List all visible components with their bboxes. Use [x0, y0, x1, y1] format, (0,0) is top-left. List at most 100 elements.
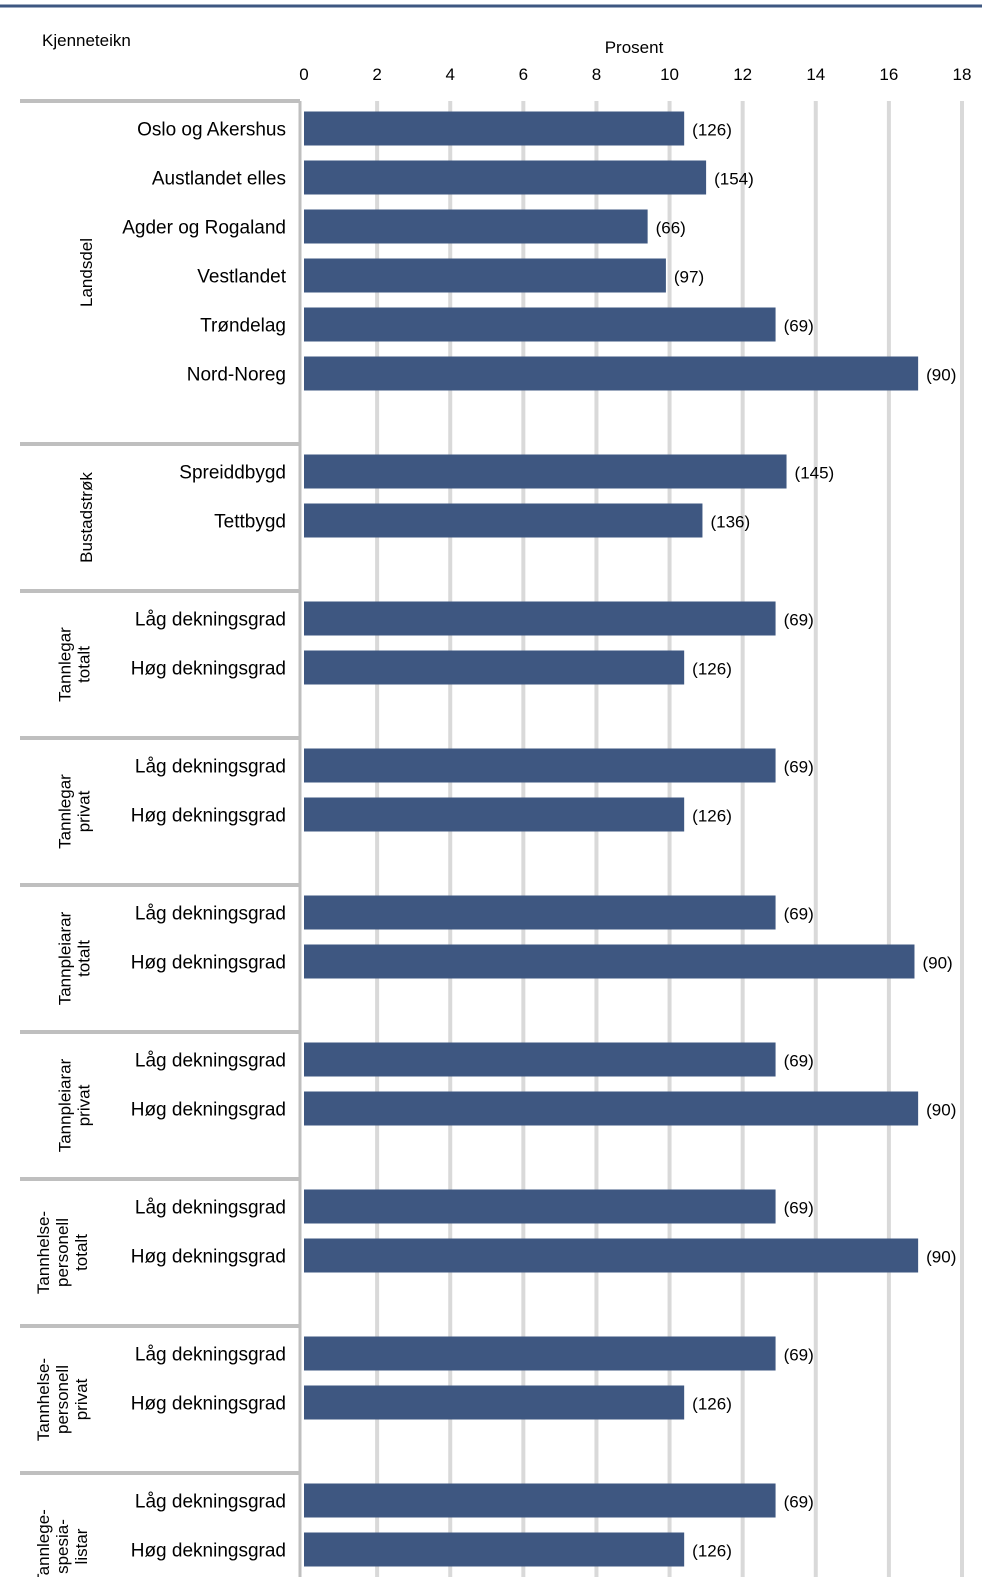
group-label: Landsdel: [77, 238, 96, 307]
bar-data-label: (69): [784, 1052, 814, 1071]
group-label-line: privat: [75, 1084, 94, 1126]
bar-data-label: (69): [784, 611, 814, 630]
category-label: Låg dekningsgrad: [135, 904, 286, 925]
bar: [304, 1238, 919, 1273]
bar-data-label: (69): [784, 1493, 814, 1512]
bar-data-label: (69): [784, 317, 814, 336]
bar: [304, 307, 776, 342]
group-label: Bustadstrøk: [77, 472, 96, 563]
category-label: Låg dekningsgrad: [135, 1492, 286, 1513]
x-tick-label: 18: [953, 65, 972, 84]
group-label-line: totalt: [72, 1234, 91, 1271]
bar: [304, 944, 915, 979]
group-label: Tannpleiararprivat: [56, 1058, 94, 1152]
category-label: Høg dekningsgrad: [131, 806, 286, 827]
group-label-line: Tannhelse-: [34, 1211, 53, 1294]
bar: [304, 454, 787, 489]
bar: [304, 650, 685, 685]
bar-data-label: (90): [926, 1248, 956, 1267]
category-label: Høg dekningsgrad: [131, 1541, 286, 1562]
category-label: Låg dekningsgrad: [135, 610, 286, 631]
bar: [304, 1385, 685, 1420]
x-tick-label: 4: [445, 65, 454, 84]
group-label: Tannlegarprivat: [56, 774, 94, 849]
bar: [304, 601, 776, 636]
category-label: Spreiddbygd: [179, 463, 286, 484]
bar: [304, 1483, 776, 1518]
group-label: Tannlege-spesia-listar: [34, 1509, 91, 1577]
category-label: Høg dekningsgrad: [131, 659, 286, 680]
category-label: Tettbygd: [214, 512, 286, 533]
category-label: Vestlandet: [197, 267, 286, 288]
bar-data-label: (97): [674, 268, 704, 287]
bar-data-label: (154): [714, 170, 754, 189]
category-groups: Landsdel Oslo og Akershus Austlandet elles…: [20, 99, 300, 1577]
group-label-line: Tannpleiarar: [56, 911, 75, 1005]
x-tick-label: 16: [879, 65, 898, 84]
bar-data-label: (90): [926, 1101, 956, 1120]
bar: [304, 258, 666, 293]
bar: [304, 356, 919, 391]
x-tick-label: 0: [299, 65, 308, 84]
group-label: Tannpleiarartotalt: [56, 911, 94, 1005]
group-label-line: listar: [72, 1528, 91, 1564]
x-tick-label: 2: [372, 65, 381, 84]
bar-data-label: (145): [795, 464, 835, 483]
bar-data-label: (90): [922, 954, 952, 973]
category-label: Oslo og Akershus: [137, 120, 286, 141]
group-label-line: Tannlegar: [56, 774, 75, 849]
bar: [304, 1189, 776, 1224]
group-label-line: personell: [53, 1218, 72, 1287]
group-label: Tannlegartotalt: [56, 627, 94, 702]
bar-data-label: (66): [656, 219, 686, 238]
category-label: Høg dekningsgrad: [131, 1394, 286, 1415]
bar: [304, 111, 685, 146]
bar: [304, 797, 685, 832]
bar: [304, 748, 776, 783]
group-label-line: Tannpleiarar: [56, 1058, 75, 1152]
x-tick-label: 12: [733, 65, 752, 84]
bar: [304, 1091, 919, 1126]
bars: (126) (154) (66) (97) (69) (90) (145) (136) (69)…: [304, 111, 956, 1567]
group-label-line: privat: [72, 1378, 91, 1420]
bar: [304, 895, 776, 930]
group-label-line: Tannhelse-: [34, 1358, 53, 1441]
x-tick-label: 10: [660, 65, 679, 84]
bar: [304, 1532, 685, 1567]
bar-data-label: (69): [784, 758, 814, 777]
bar: [304, 503, 703, 538]
bar-data-label: (90): [926, 366, 956, 385]
category-label: Låg dekningsgrad: [135, 757, 286, 778]
group-label-line: privat: [75, 790, 94, 832]
x-tick-labels: 0 2 4 6 8 10 12 14 16 18: [299, 65, 971, 84]
bar-data-label: (69): [784, 905, 814, 924]
category-label: Høg dekningsgrad: [131, 1247, 286, 1268]
bar: [304, 1042, 776, 1077]
bar-data-label: (69): [784, 1199, 814, 1218]
group-label-line: totalt: [75, 940, 94, 977]
category-label: Låg dekningsgrad: [135, 1345, 286, 1366]
group-label: Tannhelse-personelltotalt: [34, 1211, 91, 1294]
category-label: Låg dekningsgrad: [135, 1198, 286, 1219]
category-label: Låg dekningsgrad: [135, 1051, 286, 1072]
gridlines: [298, 101, 964, 1577]
category-label: Høg dekningsgrad: [131, 1100, 286, 1121]
x-tick-label: 6: [519, 65, 528, 84]
bar-data-label: (136): [710, 513, 750, 532]
category-label: Austlandet elles: [152, 169, 286, 190]
bar-data-label: (126): [692, 1395, 732, 1414]
group-label-line: spesia-: [53, 1519, 72, 1574]
bar-data-label: (126): [692, 660, 732, 679]
bar-data-label: (69): [784, 1346, 814, 1365]
category-label: Trøndelag: [200, 316, 286, 337]
bar-data-label: (126): [692, 807, 732, 826]
group-label-line: personell: [53, 1365, 72, 1434]
group-label-line: totalt: [75, 646, 94, 683]
x-tick-label: 14: [806, 65, 825, 84]
bar: [304, 1336, 776, 1371]
group-label-line: Tannlege-: [34, 1509, 53, 1577]
category-label: Agder og Rogaland: [122, 218, 286, 239]
group-label-line: Landsdel: [77, 238, 96, 307]
group-label: Tannhelse-personellprivat: [34, 1358, 91, 1441]
